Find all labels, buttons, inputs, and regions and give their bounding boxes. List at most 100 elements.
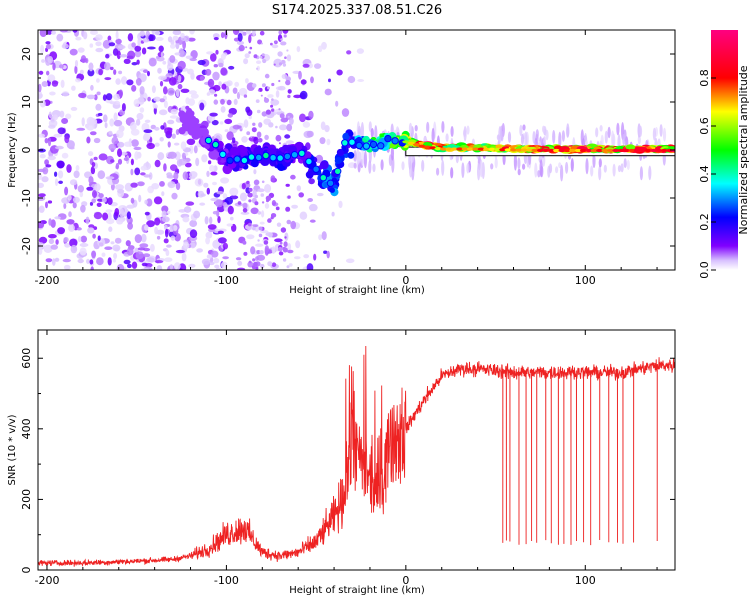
noise-blob	[252, 226, 256, 231]
noise-blob	[193, 210, 201, 219]
noise-blob	[135, 118, 141, 126]
ridge-core	[569, 148, 577, 153]
noise-blob	[112, 259, 117, 263]
noise-blob	[278, 251, 284, 256]
noise-blob	[279, 241, 283, 245]
noise-blob	[137, 37, 141, 47]
noise-blob	[67, 194, 72, 201]
ridge-blob	[317, 171, 322, 176]
noise-blob	[220, 31, 225, 39]
noise-blob	[308, 178, 315, 185]
noise-blob	[68, 224, 75, 232]
noise-blob	[108, 130, 113, 135]
noise-blob	[59, 110, 65, 118]
noise-blob	[73, 170, 80, 179]
noise-streak	[522, 124, 526, 131]
ridge-core	[456, 147, 464, 151]
noise-blob	[270, 216, 274, 220]
noise-streak	[431, 127, 435, 144]
noise-blob	[214, 93, 218, 97]
noise-blob	[285, 183, 290, 187]
noise-blob	[298, 70, 302, 80]
noise-blob	[144, 211, 150, 216]
noise-blob	[338, 200, 343, 209]
noise-blob	[210, 171, 218, 176]
noise-streak	[612, 163, 616, 177]
noise-blob	[140, 165, 147, 171]
noise-blob	[38, 247, 43, 255]
ridge-core	[461, 147, 469, 151]
noise-blob	[160, 51, 164, 58]
noise-blob	[211, 119, 219, 126]
noise-streak	[463, 126, 467, 142]
ridge-core	[429, 146, 437, 150]
noise-blob	[126, 263, 132, 269]
ridge-core	[612, 148, 620, 153]
noise-blob	[282, 247, 288, 253]
noise-blob	[152, 102, 156, 109]
noise-blob	[123, 259, 131, 265]
noise-blob	[175, 182, 181, 191]
ridge-core	[413, 143, 421, 147]
noise-blob	[93, 137, 101, 144]
noise-blob	[130, 168, 134, 176]
snr-xlabel: Height of straight line (km)	[289, 585, 425, 596]
noise-blob	[271, 108, 275, 112]
noise-blob	[48, 111, 52, 119]
noise-blob	[187, 37, 196, 42]
noise-blob	[209, 216, 213, 225]
noise-blob	[93, 156, 98, 161]
noise-blob	[113, 93, 121, 101]
noise-blob	[130, 182, 138, 188]
noise-blob	[273, 40, 277, 44]
noise-blob	[169, 264, 174, 270]
noise-blob	[61, 118, 69, 124]
noise-streak	[517, 157, 521, 170]
noise-blob	[188, 263, 196, 268]
noise-streak	[436, 167, 440, 176]
noise-blob	[52, 62, 56, 71]
noise-streak	[408, 122, 413, 134]
noise-blob	[326, 138, 331, 146]
noise-blob	[131, 42, 136, 48]
noise-blob	[248, 34, 252, 44]
ridge-core	[499, 148, 507, 152]
ridge-core	[355, 141, 363, 150]
noise-blob	[212, 71, 220, 81]
ridge-core	[418, 144, 426, 148]
noise-blob	[306, 263, 314, 270]
noise-blob	[324, 125, 330, 133]
noise-blob	[234, 81, 240, 87]
noise-blob	[75, 36, 82, 41]
noise-blob	[220, 98, 225, 105]
ridge-blob	[179, 114, 188, 124]
noise-blob	[164, 257, 173, 263]
ridge-core	[542, 148, 550, 152]
noise-blob	[243, 94, 248, 98]
noise-blob	[246, 109, 253, 116]
noise-blob	[88, 176, 94, 185]
noise-blob	[115, 78, 121, 85]
noise-blob	[170, 235, 176, 241]
noise-blob	[271, 200, 276, 206]
noise-blob	[259, 221, 265, 225]
noise-blob	[38, 173, 43, 180]
noise-streak	[408, 152, 412, 170]
noise-blob	[62, 258, 71, 263]
colorbar-tick-label: 0.4	[698, 165, 711, 183]
noise-blob	[242, 208, 248, 213]
noise-blob	[271, 82, 275, 87]
noise-blob	[220, 53, 226, 60]
noise-blob	[38, 168, 46, 173]
noise-blob	[131, 261, 138, 269]
noise-blob	[157, 152, 165, 161]
noise-blob	[116, 129, 124, 139]
colorbar-gradient	[711, 30, 738, 270]
noise-blob	[286, 49, 289, 52]
noise-blob	[296, 46, 301, 53]
noise-blob	[90, 30, 98, 35]
ridge-core	[553, 148, 561, 153]
noise-blob	[248, 115, 252, 120]
noise-streak	[542, 125, 546, 133]
noise-blob	[69, 238, 78, 248]
